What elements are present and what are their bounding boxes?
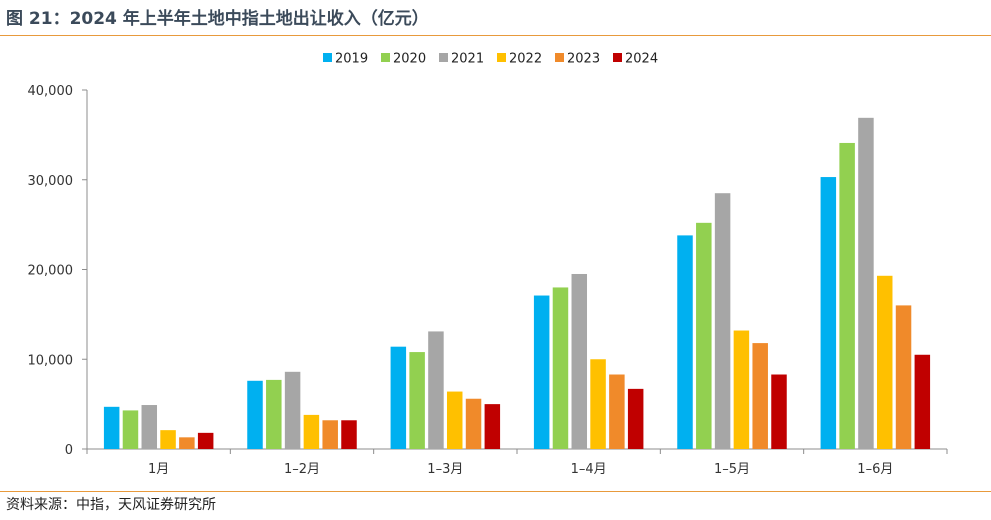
- bar-2022-4: [590, 359, 606, 449]
- bar-2019-2: [247, 380, 263, 449]
- bar-2022-6: [876, 275, 893, 449]
- bar-2024-3: [484, 404, 501, 449]
- legend-swatch-2021: [439, 53, 448, 62]
- bar-2021-4: [571, 273, 588, 449]
- bar-2023-1: [179, 437, 195, 449]
- bar-2024-5: [771, 374, 787, 449]
- bar-2023-5: [752, 343, 768, 449]
- legend-label-2020: 2020: [393, 52, 426, 67]
- y-axis: 0 10,000 20,000 30,000 40,000: [28, 84, 88, 458]
- y-tick-label: 30,000: [28, 174, 74, 189]
- legend-swatch-2020: [381, 53, 390, 62]
- y-tick-label: 20,000: [28, 264, 74, 279]
- bar-2021-2: [284, 371, 301, 449]
- bar-2020-3: [409, 352, 425, 449]
- bar-2021-3: [428, 331, 444, 449]
- bar-2021-5: [714, 193, 731, 449]
- bar-2020-2: [266, 379, 282, 449]
- bar-2022-1: [160, 430, 176, 449]
- bar-2019-5: [677, 235, 693, 449]
- bar-2019-6: [820, 177, 837, 449]
- bar-2024-6: [914, 354, 931, 449]
- y-tick-label: 40,000: [28, 84, 74, 99]
- bar-2022-2: [303, 414, 320, 449]
- bar-2023-3: [465, 398, 482, 449]
- bar-2021-1: [141, 405, 158, 449]
- bar-2019-3: [390, 346, 407, 449]
- legend-swatch-2024: [613, 53, 622, 62]
- bar-2024-4: [627, 388, 644, 449]
- bar-2022-3: [446, 391, 463, 449]
- legend-label-2023: 2023: [567, 52, 600, 67]
- legend-label-2021: 2021: [451, 52, 484, 67]
- header-divider: [0, 35, 991, 36]
- x-axis: 1月 1–2月 1–3月 1–4月 1–5月 1–6月: [86, 448, 948, 477]
- bar-2024-2: [341, 420, 357, 449]
- chart-title: 图 21：2024 年上半年土地中指土地出让收入（亿元）: [6, 9, 429, 29]
- bar-2023-2: [322, 420, 338, 449]
- x-tick-label: 1–3月: [427, 462, 463, 477]
- legend-label-2024: 2024: [625, 52, 658, 67]
- footer-divider: [0, 491, 991, 492]
- bar-2022-5: [733, 330, 750, 449]
- y-tick-label: 10,000: [28, 353, 74, 368]
- x-tick-label: 1月: [148, 462, 169, 477]
- legend-label-2022: 2022: [509, 52, 542, 67]
- x-tick-label: 1–4月: [571, 462, 607, 477]
- bar-2023-6: [895, 305, 912, 449]
- legend-swatch-2022: [497, 53, 506, 62]
- x-tick-label: 1–2月: [284, 462, 320, 477]
- bar-2023-4: [609, 374, 625, 449]
- x-tick-label: 1–5月: [714, 462, 750, 477]
- x-tick-label: 1–6月: [857, 462, 893, 477]
- bar-2020-6: [839, 142, 855, 449]
- bar-2021-6: [858, 117, 874, 449]
- bar-2020-4: [552, 287, 569, 449]
- bar-chart: 2019 2020 2021 2022 2023 2024 0 10,000 20,000 30…: [28, 52, 948, 477]
- bar-2020-5: [696, 222, 712, 449]
- legend-swatch-2019: [323, 53, 332, 62]
- source-note: 资料来源：中指，天风证券研究所: [6, 497, 216, 513]
- y-tick-label: 0: [65, 443, 73, 458]
- legend-label-2019: 2019: [335, 52, 368, 67]
- bars: [103, 117, 931, 449]
- bar-2019-1: [103, 406, 120, 449]
- legend: 2019 2020 2021 2022 2023 2024: [323, 52, 658, 67]
- bar-2020-1: [122, 410, 139, 449]
- bar-2019-4: [533, 295, 550, 449]
- legend-swatch-2023: [555, 53, 564, 62]
- bar-2024-1: [197, 432, 214, 449]
